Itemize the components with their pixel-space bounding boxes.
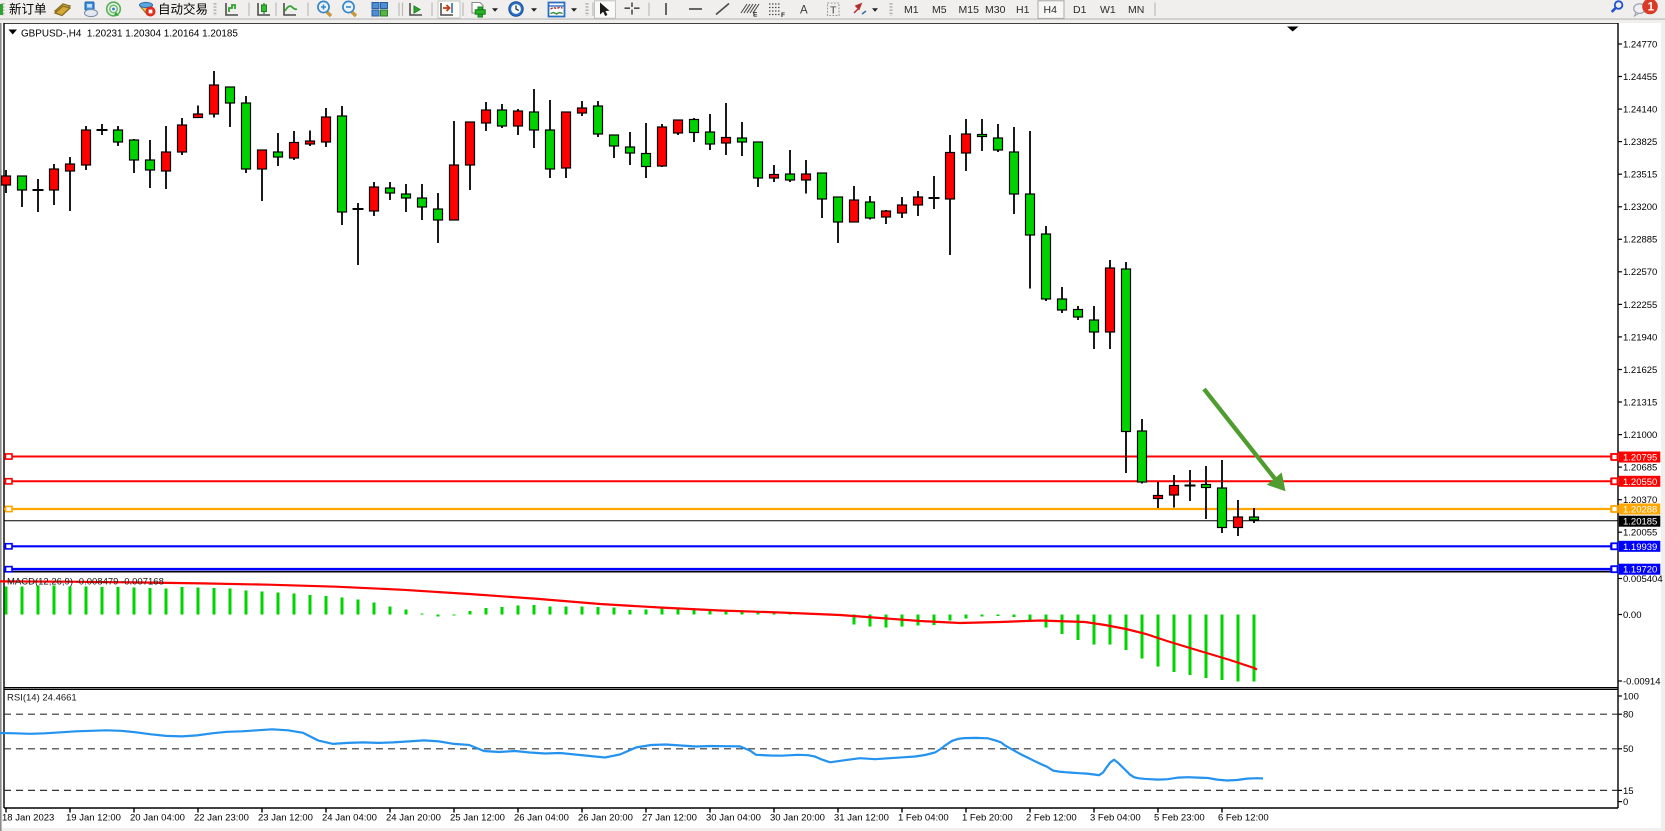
svg-text:0.005404: 0.005404 <box>1623 574 1663 585</box>
svg-text:1.19720: 1.19720 <box>1623 565 1657 576</box>
svg-text:23 Jan 12:00: 23 Jan 12:00 <box>258 813 313 824</box>
svg-text:GBPUSD-,H4 1.20231 1.20304 1.: GBPUSD-,H4 1.20231 1.20304 1.20164 1.201… <box>21 29 238 40</box>
svg-text:F: F <box>781 12 785 19</box>
svg-text:1.21625: 1.21625 <box>1623 365 1657 376</box>
svg-text:18 Jan 2023: 18 Jan 2023 <box>2 813 54 824</box>
svg-text:M30: M30 <box>985 4 1006 16</box>
svg-text:T: T <box>830 5 837 17</box>
svg-text:MACD(12,26,9) -0.008479 -0.007: MACD(12,26,9) -0.008479 -0.007168 <box>7 577 164 588</box>
svg-text:0: 0 <box>1623 797 1628 808</box>
svg-text:1.23825: 1.23825 <box>1623 137 1657 148</box>
svg-text:24 Jan 20:00: 24 Jan 20:00 <box>386 813 441 824</box>
svg-text:1 Feb 20:00: 1 Feb 20:00 <box>962 813 1013 824</box>
svg-text:50: 50 <box>1623 744 1634 755</box>
svg-text:1.20550: 1.20550 <box>1623 477 1657 488</box>
svg-text:5 Feb 23:00: 5 Feb 23:00 <box>1154 813 1205 824</box>
svg-text:自动交易: 自动交易 <box>158 2 208 17</box>
svg-text:RSI(14) 24.4661: RSI(14) 24.4661 <box>7 693 77 704</box>
svg-text:1.23515: 1.23515 <box>1623 170 1657 181</box>
svg-text:A: A <box>800 5 808 17</box>
svg-text:1.20185: 1.20185 <box>1623 517 1657 528</box>
svg-text:1.22255: 1.22255 <box>1623 300 1657 311</box>
svg-text:27 Jan 12:00: 27 Jan 12:00 <box>642 813 697 824</box>
svg-text:1.19939: 1.19939 <box>1623 542 1657 553</box>
svg-text:20 Jan 04:00: 20 Jan 04:00 <box>130 813 185 824</box>
svg-text:1.20288: 1.20288 <box>1623 505 1657 516</box>
svg-text:H4: H4 <box>1044 4 1058 16</box>
svg-text:1.24770: 1.24770 <box>1623 39 1657 50</box>
svg-text:26 Jan 04:00: 26 Jan 04:00 <box>514 813 569 824</box>
svg-text:24 Jan 04:00: 24 Jan 04:00 <box>322 813 377 824</box>
svg-text:M1: M1 <box>904 4 919 16</box>
svg-text:1: 1 <box>1648 2 1655 14</box>
svg-text:1.20055: 1.20055 <box>1623 528 1657 539</box>
svg-text:25 Jan 12:00: 25 Jan 12:00 <box>450 813 505 824</box>
svg-text:1.20685: 1.20685 <box>1623 463 1657 474</box>
svg-text:D1: D1 <box>1073 4 1087 16</box>
svg-text:3 Feb 04:00: 3 Feb 04:00 <box>1090 813 1141 824</box>
svg-text:M15: M15 <box>959 4 980 16</box>
svg-text:1.21000: 1.21000 <box>1623 430 1657 441</box>
svg-text:E: E <box>753 12 758 19</box>
svg-text:31 Jan 12:00: 31 Jan 12:00 <box>834 813 889 824</box>
svg-text:1.21315: 1.21315 <box>1623 397 1657 408</box>
svg-text:1.22570: 1.22570 <box>1623 267 1657 278</box>
svg-text:1.24455: 1.24455 <box>1623 72 1657 83</box>
svg-text:2 Feb 12:00: 2 Feb 12:00 <box>1026 813 1077 824</box>
svg-text:0.00: 0.00 <box>1623 610 1642 621</box>
svg-text:30 Jan 20:00: 30 Jan 20:00 <box>770 813 825 824</box>
svg-text:6 Feb 12:00: 6 Feb 12:00 <box>1218 813 1269 824</box>
svg-text:1.20795: 1.20795 <box>1623 453 1657 464</box>
svg-text:15: 15 <box>1623 786 1634 797</box>
svg-text:80: 80 <box>1623 710 1634 721</box>
svg-text:1.24140: 1.24140 <box>1623 105 1657 116</box>
svg-text:1.21940: 1.21940 <box>1623 332 1657 343</box>
svg-text:1.23200: 1.23200 <box>1623 202 1657 213</box>
svg-text:MN: MN <box>1128 4 1144 16</box>
svg-text:26 Jan 20:00: 26 Jan 20:00 <box>578 813 633 824</box>
svg-text:-0.00914: -0.00914 <box>1623 676 1661 687</box>
svg-text:1.22885: 1.22885 <box>1623 235 1657 246</box>
svg-text:1 Feb 04:00: 1 Feb 04:00 <box>898 813 949 824</box>
svg-text:100: 100 <box>1623 691 1639 702</box>
svg-text:19 Jan 12:00: 19 Jan 12:00 <box>66 813 121 824</box>
svg-text:W1: W1 <box>1100 4 1116 16</box>
svg-text:H1: H1 <box>1016 4 1030 16</box>
svg-text:1.20370: 1.20370 <box>1623 495 1657 506</box>
svg-text:22 Jan 23:00: 22 Jan 23:00 <box>194 813 249 824</box>
svg-text:M5: M5 <box>932 4 947 16</box>
svg-text:新订单: 新订单 <box>9 2 47 17</box>
svg-text:30 Jan 04:00: 30 Jan 04:00 <box>706 813 761 824</box>
